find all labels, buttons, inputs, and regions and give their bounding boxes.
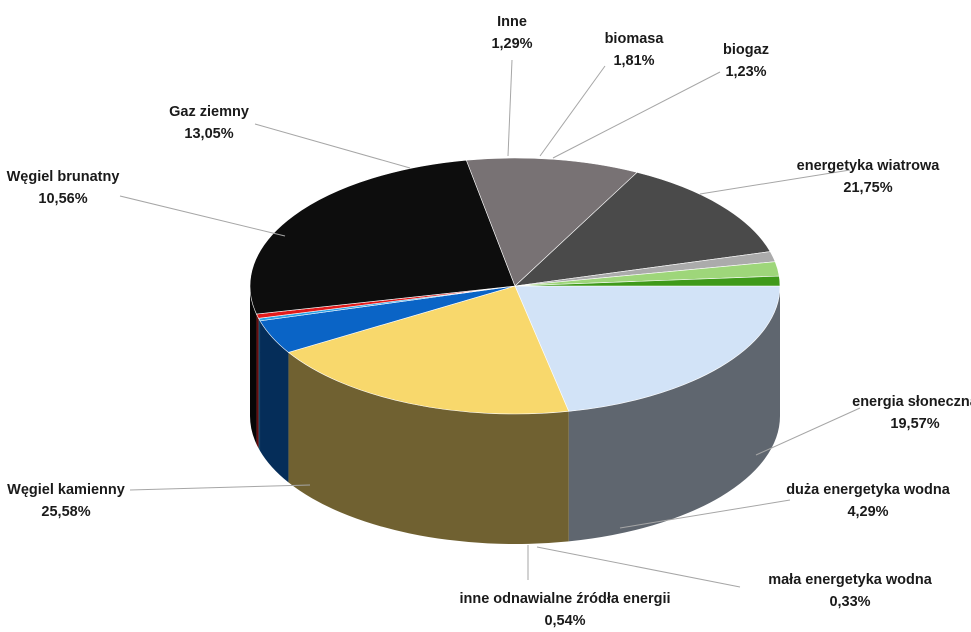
slice-side-mala-energetyka-wodna [258,318,261,451]
leader-lines [119,59,861,588]
label-name: biogaz [723,42,769,58]
slice-side-duza-energetyka-wodna [260,320,289,483]
label-biogaz: biogaz 1,23% [723,42,769,80]
leader-line-biomasa [539,65,606,157]
label-value: 21,75% [843,180,892,196]
leader-line-duza-energetyka-wodna [619,499,791,529]
label-wegiel-kamienny: Węgiel kamienny 25,58% [7,482,125,520]
slice-labels: energetyka wiatrowa 21,75% energia słonecz… [7,14,971,629]
label-wegiel-brunatny: Węgiel brunatny 10,56% [7,169,120,207]
leader-line-inne [507,59,513,157]
leader-line-gaz-ziemny [254,123,411,169]
label-value: 0,33% [829,594,870,610]
label-name: biomasa [605,31,665,47]
label-inne-odnawialne-zrodla-energii: inne odnawialne źródła energii 0,54% [459,591,670,629]
label-biomasa: biomasa 1,81% [605,31,665,69]
label-value: 0,54% [544,613,585,629]
leader-line-energia-sloneczna [755,407,861,456]
leader-line-wegiel-kamienny [129,484,311,491]
slice-side-inne-odnawialne-zrodla-energii [256,314,259,449]
label-inne: Inne 1,29% [491,14,532,52]
label-value: 4,29% [847,504,888,520]
pie-sides [250,286,780,544]
slice-gaz-ziemny [514,172,771,287]
slice-wegiel-brunatny [465,157,638,287]
label-name: Węgiel brunatny [7,169,120,185]
label-value: 1,23% [725,64,766,80]
label-gaz-ziemny: Gaz ziemny 13,05% [169,104,249,142]
label-duza-energetyka-wodna: duża energetyka wodna 4,29% [786,482,951,520]
label-mala-energetyka-wodna: mała energetyka wodna 0,33% [768,572,933,610]
slice-side-wegiel-kamienny [250,286,257,445]
leader-line-mala-energetyka-wodna [536,546,741,588]
slice-wegiel-kamienny [249,159,516,315]
label-name: Gaz ziemny [169,104,249,120]
pie-top-slices [249,157,781,415]
slice-energetyka-wiatrowa [514,285,781,412]
slice-biogaz [514,275,781,287]
label-name: Inne [497,14,527,30]
label-name: inne odnawialne źródła energii [459,591,670,607]
label-name: energetyka wiatrowa [797,158,941,174]
leader-line-biogaz [552,71,721,159]
label-energetyka-wiatrowa: energetyka wiatrowa 21,75% [797,158,941,196]
slice-energia-sloneczna [287,285,570,415]
label-name: duża energetyka wodna [786,482,951,498]
label-name: Węgiel kamienny [7,482,125,498]
leader-line-energetyka-wiatrowa [699,169,851,195]
label-name: energia słoneczna [852,394,971,410]
label-value: 25,58% [41,504,90,520]
label-energia-sloneczna: energia słoneczna 19,57% [852,394,971,432]
label-value: 19,57% [890,416,939,432]
label-value: 1,29% [491,36,532,52]
label-value: 1,81% [613,53,654,69]
leader-line-wegiel-brunatny [119,195,286,237]
label-value: 10,56% [38,191,87,207]
label-name: mała energetyka wodna [768,572,933,588]
slice-side-energia-sloneczna [288,352,569,544]
slice-side-energetyka-wiatrowa [568,286,780,542]
label-value: 13,05% [184,126,233,142]
